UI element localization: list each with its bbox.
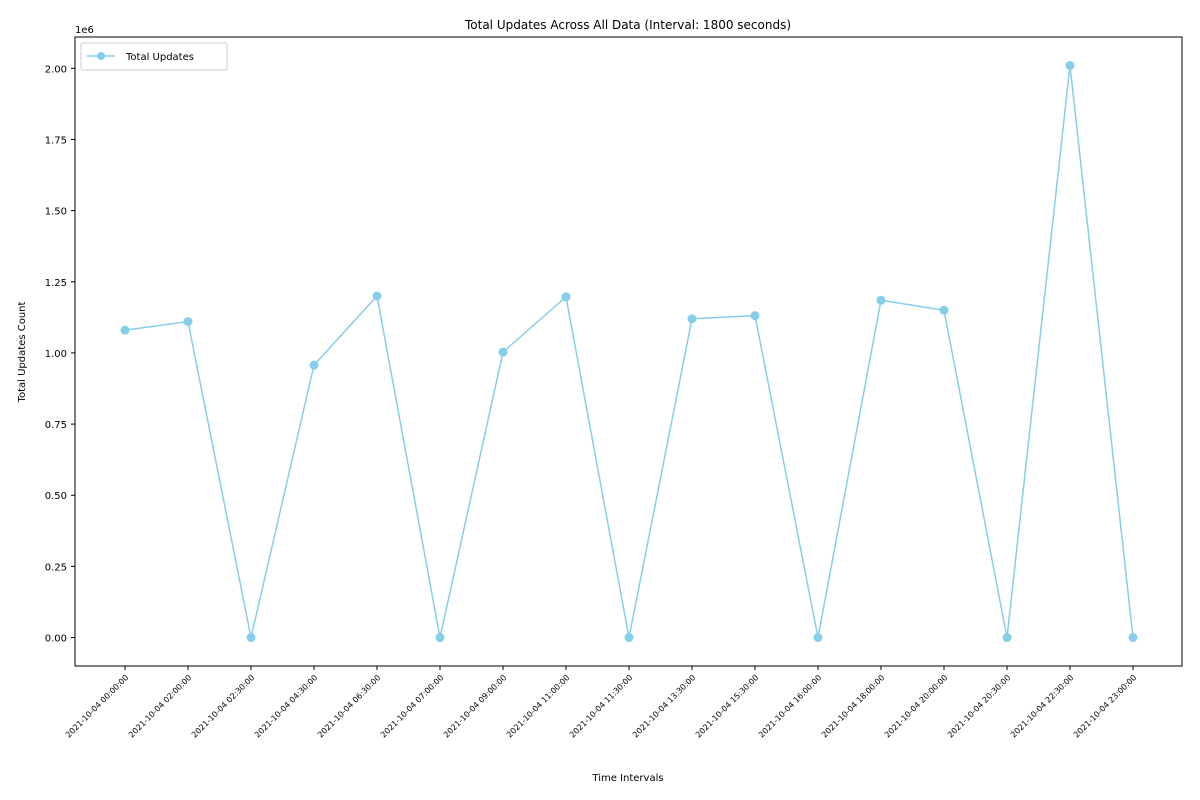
data-point [1128,633,1138,643]
y-axis: 0.00 0.25 0.50 0.75 1.00 1.25 1.50 1.75 2.00 [45,64,75,645]
y-tick-label: 0.75 [45,420,67,431]
x-tick-label: 2021-10-04 15:30:00 [694,673,760,739]
data-point [498,347,508,357]
y-axis-label: Total Updates Count [17,302,28,404]
x-tick-label: 2021-10-04 00:00:00 [64,673,130,739]
data-point [309,360,319,370]
data-point [876,295,886,305]
x-tick-label: 2021-10-04 20:00:00 [883,673,949,739]
legend-box [80,42,228,71]
series-line [124,65,1134,638]
x-tick-label: 2021-10-04 04:30:00 [253,673,319,739]
x-tick-label: 2021-10-04 13:30:00 [631,673,697,739]
chart-title: Total Updates Across All Data (Interval:… [464,18,791,32]
x-tick-label: 2021-10-04 07:00:00 [379,673,445,739]
plot-area: 0.00 0.25 0.50 0.75 1.00 1.25 1.50 1.75 2.00 202… [45,36,1183,739]
y-tick-label: 1.00 [45,349,67,360]
y-tick-label: 2.00 [45,64,67,75]
x-tick-label: 2021-10-04 16:00:00 [757,673,823,739]
data-point [624,633,634,643]
y-tick-label: 0.25 [45,562,67,573]
x-tick-label: 2021-10-04 06:30:00 [316,673,382,739]
data-point [183,317,193,327]
data-point [120,325,130,335]
data-point [372,291,382,301]
x-tick-label: 2021-10-04 02:00:00 [127,673,193,739]
data-point [435,633,445,643]
plot-frame [74,36,1183,667]
y-tick-label: 0.50 [45,491,67,502]
data-point [1002,633,1012,643]
x-tick-label: 2021-10-04 09:00:00 [442,673,508,739]
data-point [687,314,697,324]
x-tick-label: 2021-10-04 11:00:00 [505,673,571,739]
y-tick-label: 1.50 [45,207,67,218]
data-point [813,633,823,643]
y-tick-label: 1.25 [45,278,67,289]
y-tick-label: 0.00 [45,634,67,645]
legend: Total Updates [80,42,228,71]
data-point [939,305,949,315]
x-tick-label: 2021-10-04 02:30:00 [190,673,256,739]
data-point [750,311,760,321]
legend-label: Total Updates [125,52,194,63]
x-tick-label: 2021-10-04 18:00:00 [820,673,886,739]
x-tick-label: 2021-10-04 11:30:00 [568,673,634,739]
series-layer [120,60,1138,643]
data-point [1065,60,1075,70]
data-point [561,292,571,302]
legend-marker-swatch [97,52,105,60]
y-tick-label: 1.75 [45,135,67,146]
y-offset-label: 1e6 [75,25,94,36]
x-tick-label: 2021-10-04 23:00:00 [1072,673,1138,739]
data-point [246,633,256,643]
x-tick-label: 2021-10-04 20:30:00 [946,673,1012,739]
x-axis-label: Time Intervals [591,773,663,784]
x-tick-label: 2021-10-04 22:30:00 [1009,673,1075,739]
